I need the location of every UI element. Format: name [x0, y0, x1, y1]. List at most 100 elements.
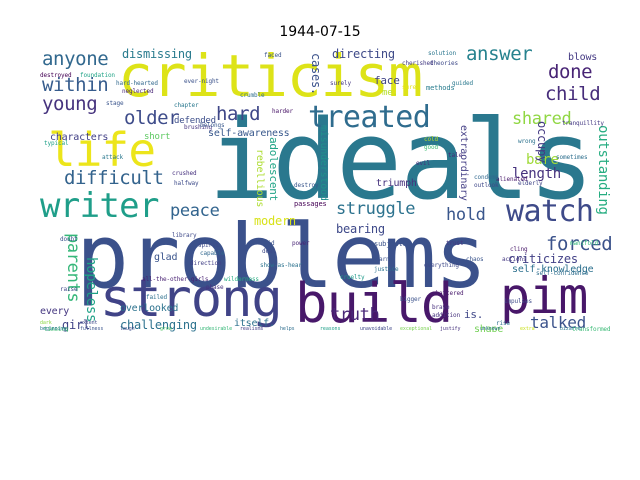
word-defended: defended [174, 116, 216, 126]
word-brave: brave [432, 304, 450, 311]
word-watch: watch [506, 194, 594, 229]
word-library: library [172, 232, 197, 239]
word-fullness: fullness [80, 326, 104, 332]
word-cling: cling [510, 246, 528, 253]
word-belongs: belongs [200, 122, 225, 129]
word-challenging: challenging [120, 318, 197, 332]
word-peace: peace [170, 201, 220, 221]
word-shape: shape [474, 324, 504, 333]
word-hardhearted: hard-hearted [116, 80, 158, 87]
word-within: within [42, 74, 109, 96]
word-bizarre: bizarre [560, 326, 581, 332]
word-harder: harder [272, 108, 293, 115]
word-bare: bare [526, 152, 559, 168]
word-writer: writer [40, 186, 159, 226]
word-crumble: crumble [240, 92, 265, 99]
word-cloud: ideals problems criticism strong build p… [40, 45, 612, 332]
word-life: life [48, 123, 156, 177]
word-undesirable: undesirable [200, 326, 233, 332]
word-overlooked: overlooked [120, 303, 179, 314]
word-treated: treated [308, 100, 431, 135]
word-neglected: neglected [122, 88, 154, 95]
word-short: short [144, 132, 171, 142]
word-good: good [424, 144, 438, 151]
word-rise: rise [496, 320, 510, 327]
word-beginning: beginning [40, 326, 67, 332]
word-direction: direction [190, 260, 222, 267]
word-kid: kid [264, 240, 275, 247]
word-spirit: spirit [198, 242, 219, 249]
word-capable: capable [200, 250, 225, 257]
word-child: child [545, 83, 601, 105]
word-extraordinary: extraordinary [458, 125, 469, 201]
word-failed: failed [146, 294, 167, 301]
word-is: is. [464, 308, 484, 321]
word-outstanding: outstanding [595, 125, 611, 215]
word-faced: faced [264, 52, 282, 59]
word-forced: forced [546, 233, 612, 255]
word-itself: itself. [234, 318, 275, 329]
word-theories: theories [430, 60, 458, 67]
word-truth: truth [330, 305, 380, 325]
word-tranquillity: tranquillity [562, 120, 604, 127]
word-laugh: laugh [120, 326, 135, 332]
word-chapter: chapter [174, 102, 199, 109]
word-impulses: impulses [504, 298, 532, 305]
word-criticism: criticism [118, 45, 423, 110]
word-unavoidable: unavoidable [360, 326, 393, 332]
word-face: face [374, 74, 400, 87]
word-exceptional: exceptional [400, 326, 433, 332]
word-guided: guided [452, 80, 473, 87]
word-selfawareness: self-awareness [208, 128, 290, 139]
word-struggle: struggle [336, 199, 416, 219]
word-every: every [40, 306, 70, 317]
word-wrong: wrong [518, 138, 536, 145]
word-shared: shared [512, 109, 572, 129]
word-cold: cold [424, 136, 438, 143]
word-glad: glad [154, 252, 178, 263]
word-jewish: justify [440, 326, 461, 332]
word-hopeless: hopeless [83, 257, 99, 323]
word-directing: directing [332, 47, 395, 61]
word-anyone: anyone [42, 48, 109, 70]
word-triumph: triumph [376, 178, 417, 189]
word-destroyed: destroyed [40, 72, 72, 79]
word-alienated: alienated [496, 176, 528, 183]
word-selfconfidence: self-confidence [536, 270, 589, 277]
word-hold: hold [446, 205, 486, 225]
word-attack: attack [102, 154, 123, 161]
word-modern: modern [254, 214, 296, 228]
word-transformed: transformed [572, 326, 611, 333]
word-typical: typical [44, 140, 69, 147]
word-answer: answer [466, 45, 533, 65]
word-me: me. [382, 88, 398, 98]
word-destroy: destroy [294, 182, 319, 189]
word-extent: extent [80, 320, 98, 326]
word-older: older [124, 107, 180, 129]
word-deal: deal [262, 248, 276, 255]
word-manifold: manifold [570, 240, 598, 247]
word-done: done [548, 61, 593, 83]
word-solution: solution [428, 50, 456, 57]
word-power: power [292, 240, 310, 247]
word-dark: dark [40, 320, 52, 326]
word-passages: passages [294, 200, 327, 208]
word-bigger: bigger [400, 296, 421, 303]
word-methods: methods [426, 84, 455, 92]
word-young: young [42, 93, 98, 115]
word-condemn: condemn [474, 174, 499, 181]
word-cruelty: cruelty [340, 274, 365, 281]
word-grow: grow [160, 326, 172, 332]
word-surely: surely [330, 80, 351, 87]
word-misunderstood: misunderstood [318, 125, 329, 201]
word-hard: hard [216, 103, 261, 125]
word-trust: trust [446, 240, 464, 247]
word-show: show-as-hear [260, 262, 302, 269]
word-sure: sure [402, 84, 416, 91]
word-reasons: reasons [320, 326, 341, 332]
word-strong: strong [100, 269, 283, 329]
word-sometimes: sometimes [556, 154, 588, 161]
word-talked: talked [530, 313, 586, 332]
word-tale: tale [448, 152, 462, 159]
word-realisms: realisms [240, 326, 264, 332]
